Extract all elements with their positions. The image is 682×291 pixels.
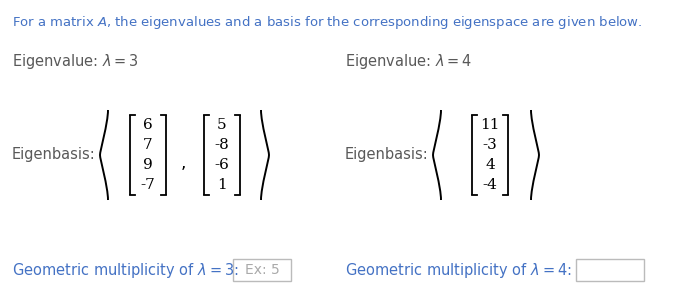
Text: -4: -4 [483,178,497,192]
Text: ,: , [180,154,186,172]
Text: 5: 5 [217,118,227,132]
Text: Eigenbasis:: Eigenbasis: [345,148,429,162]
Text: Geometric multiplicity of $\lambda = 4$:: Geometric multiplicity of $\lambda = 4$: [345,260,572,279]
Text: 9: 9 [143,158,153,172]
Text: -3: -3 [483,138,497,152]
Text: 7: 7 [143,138,153,152]
Text: 4: 4 [485,158,495,172]
Text: 6: 6 [143,118,153,132]
Text: Eigenvalue: $\lambda = 4$: Eigenvalue: $\lambda = 4$ [345,52,473,71]
Text: Ex: 5: Ex: 5 [245,263,280,277]
Text: -7: -7 [140,178,155,192]
Text: -8: -8 [215,138,229,152]
Text: Eigenvalue: $\lambda = 3$: Eigenvalue: $\lambda = 3$ [12,52,139,71]
Text: 11: 11 [480,118,500,132]
Text: 1: 1 [217,178,227,192]
Text: Eigenbasis:: Eigenbasis: [12,148,95,162]
Text: -6: -6 [215,158,229,172]
FancyBboxPatch shape [576,259,644,281]
FancyBboxPatch shape [233,259,291,281]
Text: For a matrix $\mathit{A}$, the eigenvalues and a basis for the corresponding eig: For a matrix $\mathit{A}$, the eigenvalu… [12,14,642,31]
Text: Geometric multiplicity of $\lambda = 3$:: Geometric multiplicity of $\lambda = 3$: [12,260,239,279]
